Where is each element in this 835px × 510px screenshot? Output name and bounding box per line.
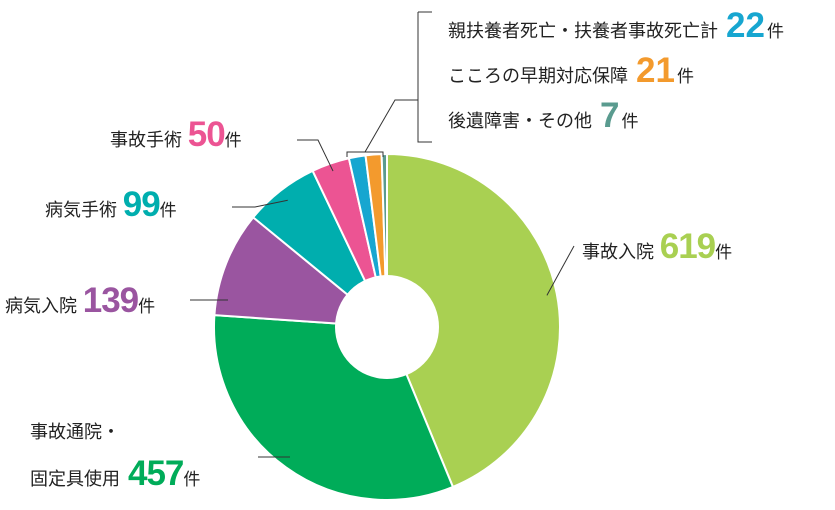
small-row-shibo: 親扶養者死亡・扶養者事故死亡計 22 件 — [448, 6, 784, 51]
label-unit: 件 — [676, 67, 694, 87]
label-value: 457 — [128, 453, 184, 493]
label-unit: 件 — [138, 297, 156, 317]
label-value: 50 — [187, 115, 226, 154]
label-unit: 件 — [766, 22, 784, 42]
label-unit: 件 — [159, 201, 177, 221]
label-name: 事故入院 — [582, 242, 654, 263]
leader-line-small — [364, 99, 418, 153]
label-unit: 件 — [224, 131, 242, 151]
label-unit: 件 — [715, 243, 733, 263]
label-value: 22 — [726, 6, 765, 45]
leader-line-3 — [232, 199, 288, 208]
label-value: 619 — [659, 227, 716, 266]
label-value: 7 — [600, 96, 620, 135]
label-value: 139 — [82, 281, 139, 320]
label-name: 病気手術 — [45, 200, 117, 221]
leader-line-0 — [546, 245, 575, 296]
label-value: 21 — [636, 51, 675, 90]
label-name-line2: 固定具使用 — [30, 468, 120, 490]
label-name-line1: 事故通院・ — [30, 422, 120, 443]
label-unit: 件 — [183, 469, 201, 490]
label-name: 事故手術 — [110, 130, 182, 151]
pie-slice-0 — [386, 152, 561, 489]
label-name: 後遺障害・その他 — [448, 111, 592, 132]
label-name: 病気入院 — [5, 296, 77, 317]
small-slices-list: 親扶養者死亡・扶養者事故死亡計 22 件 こころの早期対応保障 21 件 後遺障害・… — [448, 6, 784, 141]
leader-line-4 — [297, 139, 334, 172]
label-jiko-nyuin: 事故入院 619件 — [582, 229, 732, 264]
donut-hole — [335, 275, 439, 379]
label-byoki-shujutsu: 病気手術 99件 — [45, 187, 177, 222]
label-byoki-nyuin: 病気入院 139件 — [5, 283, 155, 318]
small-list-bracket — [417, 11, 432, 143]
small-row-kokoro: こころの早期対応保障 21 件 — [448, 51, 784, 96]
label-value: 99 — [122, 185, 161, 224]
label-unit: 件 — [621, 112, 639, 132]
label-jiko-tsuin: 事故通院・ 固定具使用 457 件 — [30, 419, 200, 501]
label-name: こころの早期対応保障 — [448, 66, 628, 87]
label-name: 親扶養者死亡・扶養者事故死亡計 — [448, 21, 718, 42]
label-jiko-shujutsu: 事故手術 50件 — [110, 117, 242, 152]
